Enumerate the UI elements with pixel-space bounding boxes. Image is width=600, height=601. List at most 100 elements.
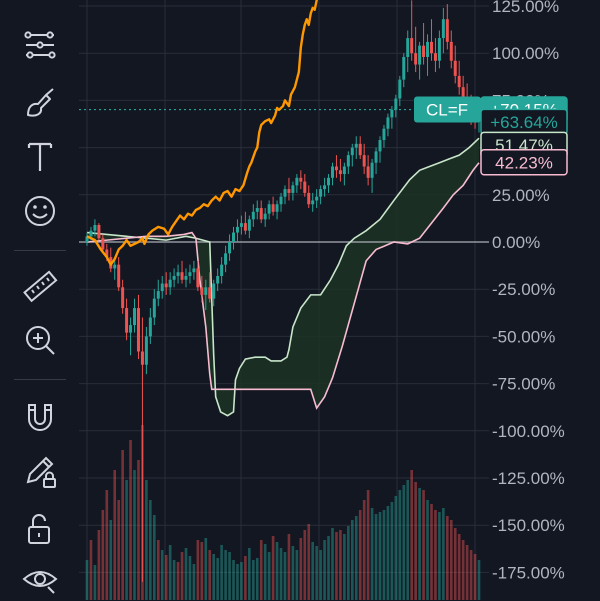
volume-bar: [418, 488, 421, 600]
volume-bar: [259, 540, 263, 600]
candle-body: [378, 140, 382, 152]
volume-bar: [354, 516, 358, 600]
candle-body: [323, 185, 327, 190]
text-tool-icon-glyph: [27, 142, 53, 171]
volume-bar: [125, 480, 128, 600]
candle-body: [307, 192, 311, 205]
candle-body: [89, 230, 93, 237]
volume-bar: [410, 470, 413, 600]
volume-bar: [414, 482, 417, 600]
pink-band-line: [86, 162, 480, 410]
volume-bar: [362, 500, 366, 600]
volume-bar: [93, 565, 97, 600]
candle-body: [168, 279, 172, 288]
candle-body: [453, 60, 457, 76]
volume-bar: [465, 545, 469, 600]
candle-body: [330, 166, 334, 178]
candle-body: [429, 41, 433, 54]
lock-drawings-icon[interactable]: [12, 450, 68, 494]
candle-body: [164, 283, 168, 288]
candle-body: [338, 170, 342, 175]
unlock-icon-glyph: [28, 514, 50, 544]
candle-body: [200, 287, 204, 295]
candle-body: [204, 287, 208, 295]
chart-canvas[interactable]: 125.00%100.00%75.00%50.00%25.00%0.00%-25…: [79, 0, 600, 600]
volume-bar: [275, 542, 279, 600]
volume-bar: [133, 470, 136, 600]
volume-bar: [461, 540, 465, 600]
candle-body: [251, 211, 255, 220]
volume-bar: [97, 530, 101, 600]
symbol-label: CL=F: [426, 101, 468, 120]
volume-bar: [449, 520, 453, 600]
volume-bar: [85, 560, 89, 600]
y-axis-label: 25.00%: [492, 186, 550, 205]
candle-body: [216, 275, 220, 284]
volume-bar: [267, 552, 271, 600]
volume-bar: [228, 552, 231, 600]
candle-body: [184, 275, 188, 280]
y-axis-label: -75.00%: [492, 375, 555, 394]
volume-bar: [172, 560, 176, 600]
volume-bar: [434, 510, 437, 600]
zoom-in-tool-icon[interactable]: [12, 318, 68, 362]
volume-bar: [208, 550, 212, 600]
volume-bar: [394, 496, 398, 600]
volume-bar: [473, 554, 477, 600]
brush-tool-icon[interactable]: [12, 81, 68, 125]
candle-body: [398, 79, 402, 99]
candle-body: [93, 225, 97, 231]
volume-bar: [105, 490, 109, 600]
candle-body: [148, 317, 152, 337]
candle-body: [220, 264, 224, 276]
candle-body: [212, 283, 216, 299]
volume-bar: [343, 534, 346, 600]
volume-bar: [263, 544, 267, 600]
candle-body: [196, 268, 200, 288]
volume-bar: [311, 542, 314, 600]
candle-body: [346, 155, 350, 167]
volume-bar: [386, 506, 390, 600]
candle-body: [291, 185, 295, 193]
candle-body: [437, 38, 441, 61]
volume-bar: [378, 512, 382, 600]
emoji-tool-icon[interactable]: [12, 189, 68, 233]
candle-body: [445, 19, 449, 42]
volume-bar: [469, 550, 473, 600]
volume-bar: [121, 450, 124, 600]
price-marker-value: 42.23%: [495, 153, 553, 172]
candle-body: [319, 189, 323, 197]
volume-bar: [145, 480, 148, 600]
eye-icon[interactable]: [12, 557, 68, 601]
volume-bar: [89, 540, 93, 600]
volume-bar: [402, 485, 406, 600]
volume-bar: [315, 546, 318, 600]
volume-bar: [224, 550, 227, 600]
volume-bar: [176, 562, 180, 600]
orange-series-line: [86, 0, 318, 266]
candle-body: [113, 264, 117, 269]
candle-body: [350, 147, 354, 156]
fib-retracement-tool-icon[interactable]: [12, 23, 68, 67]
candle-body: [192, 268, 196, 273]
price-marker-box: [480, 149, 568, 176]
candle-body: [267, 204, 271, 214]
candle-body: [457, 75, 461, 88]
band-fill: [87, 138, 479, 416]
volume-bar: [347, 526, 350, 600]
volume-bar: [366, 490, 370, 600]
candle-body: [327, 177, 331, 186]
unlock-icon[interactable]: [12, 507, 68, 551]
magnet-tool-icon-glyph: [28, 404, 52, 431]
candle-body: [125, 308, 129, 333]
y-axis-label: 125.00%: [492, 0, 559, 16]
trend-line-tool-icon[interactable]: [12, 0, 68, 18]
ruler-tool-icon[interactable]: [12, 264, 68, 308]
candle-body: [121, 287, 125, 309]
text-tool-icon[interactable]: [12, 135, 68, 179]
candle-body: [279, 196, 283, 205]
volume-bar: [153, 515, 156, 600]
magnet-tool-icon[interactable]: [12, 395, 68, 439]
volume-bar: [240, 562, 243, 600]
